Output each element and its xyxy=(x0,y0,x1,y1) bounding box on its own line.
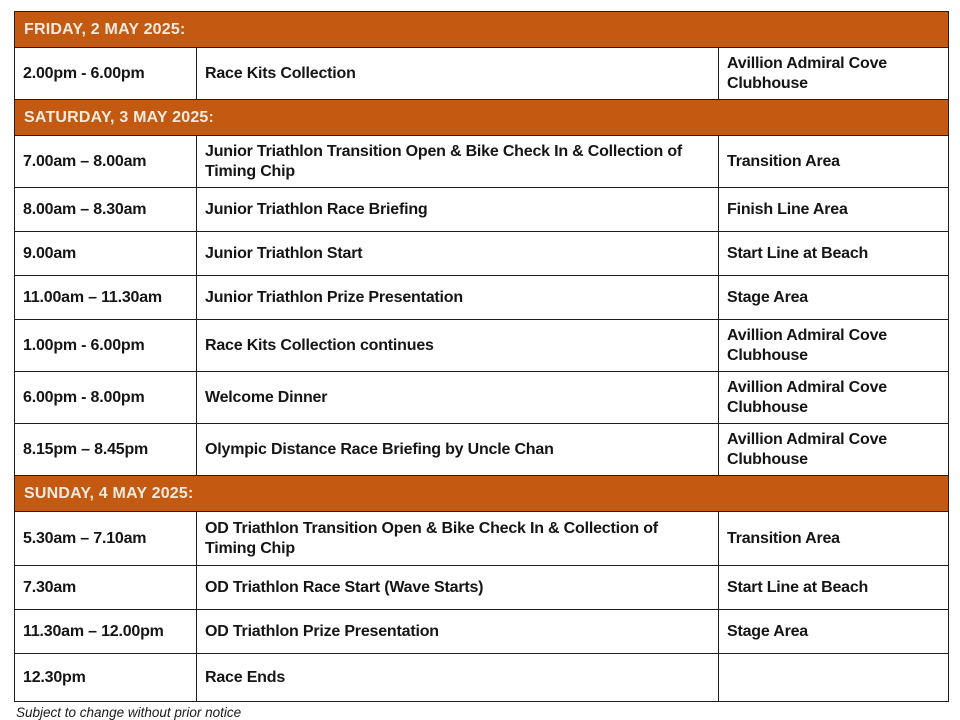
location-cell: Finish Line Area xyxy=(718,187,949,232)
time-cell: 11.00am – 11.30am xyxy=(14,275,197,320)
time-cell: 9.00am xyxy=(14,231,197,276)
event-schedule-table: FRIDAY, 2 MAY 2025: 2.00pm - 6.00pm Race… xyxy=(14,11,949,702)
day-header: SATURDAY, 3 MAY 2025: xyxy=(14,99,949,136)
location-cell: Stage Area xyxy=(718,275,949,320)
day-header-row-sunday: SUNDAY, 4 MAY 2025: xyxy=(14,475,949,512)
activity-cell: Welcome Dinner xyxy=(196,371,719,424)
schedule-row: 12.30pm Race Ends xyxy=(14,653,949,702)
activity-cell: OD Triathlon Race Start (Wave Starts) xyxy=(196,565,719,610)
time-cell: 7.00am – 8.00am xyxy=(14,135,197,188)
schedule-row: 11.00am – 11.30am Junior Triathlon Prize… xyxy=(14,275,949,320)
schedule-row: 2.00pm - 6.00pm Race Kits Collection Avi… xyxy=(14,47,949,100)
day-header: SUNDAY, 4 MAY 2025: xyxy=(14,475,949,512)
activity-cell: Race Ends xyxy=(196,653,719,702)
activity-cell: OD Triathlon Prize Presentation xyxy=(196,609,719,654)
location-cell: Stage Area xyxy=(718,609,949,654)
activity-cell: OD Triathlon Transition Open & Bike Chec… xyxy=(196,511,719,566)
location-cell: Transition Area xyxy=(718,135,949,188)
day-header: FRIDAY, 2 MAY 2025: xyxy=(14,11,949,48)
time-cell: 2.00pm - 6.00pm xyxy=(14,47,197,100)
location-cell: Avillion Admiral Cove Clubhouse xyxy=(718,47,949,100)
time-cell: 7.30am xyxy=(14,565,197,610)
schedule-row: 7.00am – 8.00am Junior Triathlon Transit… xyxy=(14,135,949,188)
time-cell: 8.00am – 8.30am xyxy=(14,187,197,232)
location-cell: Avillion Admiral Cove Clubhouse xyxy=(718,319,949,372)
time-cell: 1.00pm - 6.00pm xyxy=(14,319,197,372)
location-cell: Avillion Admiral Cove Clubhouse xyxy=(718,423,949,476)
footnote: Subject to change without prior notice xyxy=(16,705,242,720)
activity-cell: Race Kits Collection continues xyxy=(196,319,719,372)
schedule-row: 8.00am – 8.30am Junior Triathlon Race Br… xyxy=(14,187,949,232)
activity-cell: Junior Triathlon Transition Open & Bike … xyxy=(196,135,719,188)
schedule-row: 7.30am OD Triathlon Race Start (Wave Sta… xyxy=(14,565,949,610)
schedule-row: 8.15pm – 8.45pm Olympic Distance Race Br… xyxy=(14,423,949,476)
schedule-row: 9.00am Junior Triathlon Start Start Line… xyxy=(14,231,949,276)
activity-cell: Junior Triathlon Prize Presentation xyxy=(196,275,719,320)
activity-cell: Race Kits Collection xyxy=(196,47,719,100)
activity-cell: Junior Triathlon Race Briefing xyxy=(196,187,719,232)
location-cell: Transition Area xyxy=(718,511,949,566)
day-header-row-friday: FRIDAY, 2 MAY 2025: xyxy=(14,11,949,48)
activity-cell: Olympic Distance Race Briefing by Uncle … xyxy=(196,423,719,476)
schedule-row: 5.30am – 7.10am OD Triathlon Transition … xyxy=(14,511,949,566)
time-cell: 8.15pm – 8.45pm xyxy=(14,423,197,476)
location-cell: Start Line at Beach xyxy=(718,565,949,610)
schedule-row: 6.00pm - 8.00pm Welcome Dinner Avillion … xyxy=(14,371,949,424)
activity-cell: Junior Triathlon Start xyxy=(196,231,719,276)
schedule-row: 11.30am – 12.00pm OD Triathlon Prize Pre… xyxy=(14,609,949,654)
location-cell: Avillion Admiral Cove Clubhouse xyxy=(718,371,949,424)
location-cell xyxy=(718,653,949,702)
time-cell: 5.30am – 7.10am xyxy=(14,511,197,566)
time-cell: 12.30pm xyxy=(14,653,197,702)
time-cell: 6.00pm - 8.00pm xyxy=(14,371,197,424)
location-cell: Start Line at Beach xyxy=(718,231,949,276)
schedule-row: 1.00pm - 6.00pm Race Kits Collection con… xyxy=(14,319,949,372)
day-header-row-saturday: SATURDAY, 3 MAY 2025: xyxy=(14,99,949,136)
time-cell: 11.30am – 12.00pm xyxy=(14,609,197,654)
